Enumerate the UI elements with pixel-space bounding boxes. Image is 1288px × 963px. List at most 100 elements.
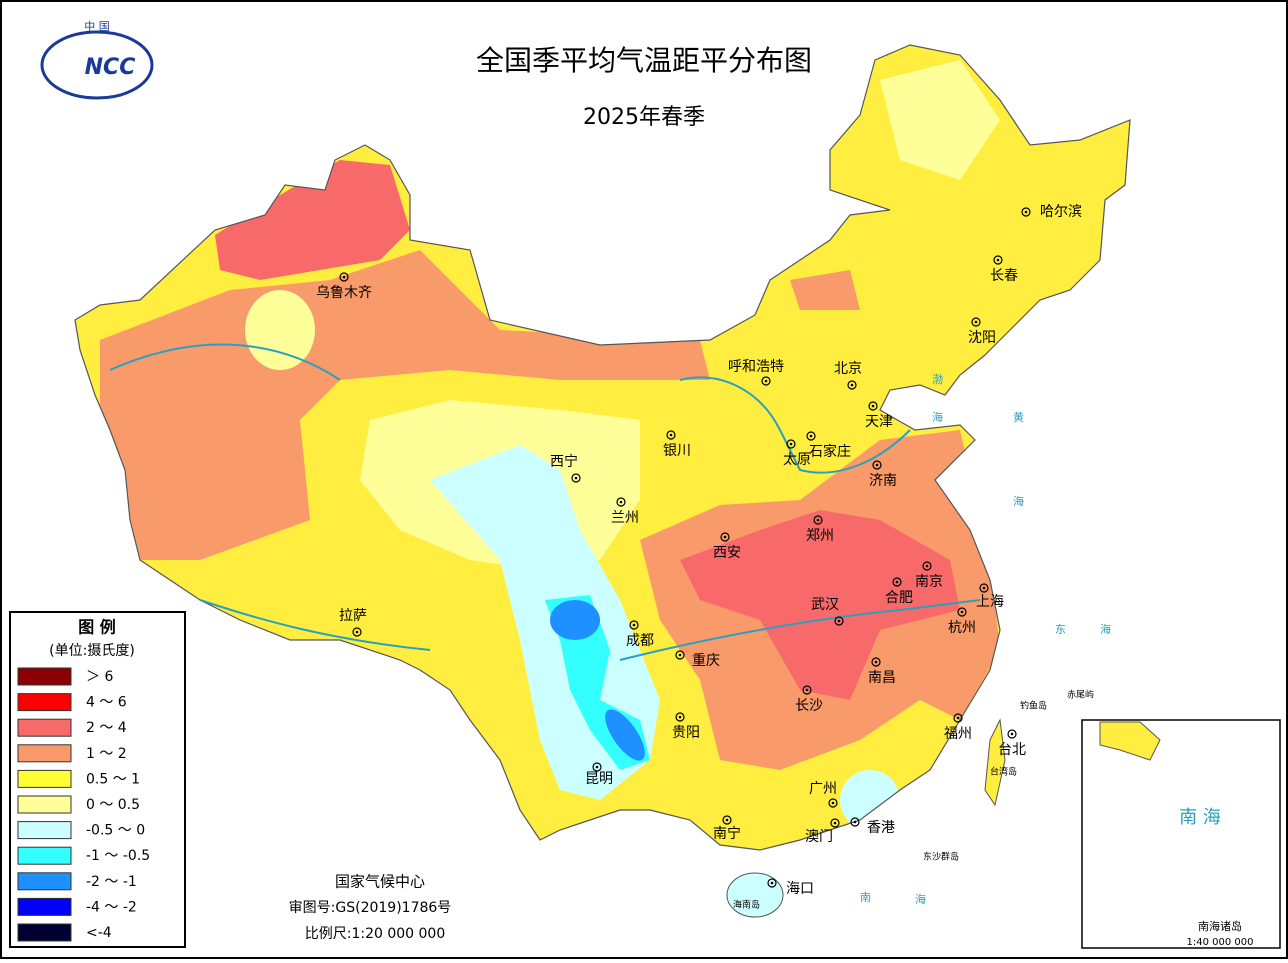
field-b1 xyxy=(550,600,600,640)
city-dot xyxy=(789,442,793,446)
sea-label: 东 xyxy=(1055,623,1066,636)
field-nm xyxy=(790,270,860,310)
city-dot xyxy=(960,610,964,614)
legend-swatch xyxy=(17,795,72,814)
city-label: 南京 xyxy=(915,574,943,590)
legend-label: ＞ 6 xyxy=(86,669,113,685)
city-label: 南宁 xyxy=(713,825,741,842)
legend-swatch xyxy=(17,667,72,686)
city-marker xyxy=(1021,207,1031,217)
city-dot xyxy=(574,476,578,480)
city-marker xyxy=(629,620,639,630)
city-dot xyxy=(678,653,682,657)
field-b2 xyxy=(605,709,645,761)
city-label: 郑州 xyxy=(806,528,834,544)
city-label: 重庆 xyxy=(692,653,720,669)
logo-text: NCC xyxy=(85,55,136,80)
legend-label: 0.5 ～ 1 xyxy=(86,771,140,787)
city-label: 石家庄 xyxy=(809,443,851,460)
legend-swatch xyxy=(17,821,72,840)
city-marker xyxy=(953,713,963,723)
city-marker xyxy=(720,532,730,542)
logo: 中 国 NCC xyxy=(40,20,154,100)
place-label: 赤尾屿 xyxy=(1067,690,1094,701)
place-label: 钓鱼岛 xyxy=(1020,700,1047,712)
city-marker xyxy=(834,616,844,626)
city-marker xyxy=(979,583,989,593)
city-marker xyxy=(761,376,771,386)
city-dot xyxy=(925,564,929,568)
taiwan xyxy=(984,718,1006,807)
hainan xyxy=(726,872,784,918)
field-central xyxy=(680,510,960,700)
logo-top: 中 国 xyxy=(84,20,110,33)
city-marker xyxy=(871,657,881,667)
city-label: 长春 xyxy=(990,268,1018,284)
legend-unit: (单位:摄氏度) xyxy=(49,643,135,659)
city-label: 沈阳 xyxy=(968,330,996,346)
city-label: 太原 xyxy=(783,452,811,468)
legend-label: <-4 xyxy=(86,925,112,941)
city-label: 南昌 xyxy=(868,670,896,686)
city-marker xyxy=(675,712,685,722)
city-marker xyxy=(802,685,812,695)
city-dot xyxy=(837,619,841,623)
city-dot xyxy=(982,586,986,590)
city-label: 昆明 xyxy=(585,771,613,787)
sea-label: 黄 xyxy=(1013,410,1024,424)
city-dot xyxy=(355,630,359,634)
city-dot xyxy=(678,715,682,719)
city-marker xyxy=(830,818,840,828)
city-dot xyxy=(816,518,820,522)
city-dot xyxy=(809,434,813,438)
city-dot xyxy=(723,535,727,539)
city-dot xyxy=(805,688,809,692)
city-marker xyxy=(1007,729,1017,739)
city-marker xyxy=(828,798,838,808)
legend-label: 0 ～ 0.5 xyxy=(86,797,140,813)
city-marker xyxy=(666,430,676,440)
city-dot xyxy=(996,258,1000,262)
sea-label: 海 xyxy=(932,410,943,424)
city-label: 台北 xyxy=(998,742,1026,758)
city-marker xyxy=(339,272,349,282)
city-label: 北京 xyxy=(834,361,862,377)
city-label: 乌鲁木齐 xyxy=(316,285,372,301)
legend-swatch xyxy=(17,923,72,942)
legend-swatch xyxy=(17,718,72,737)
city-dot xyxy=(725,818,729,822)
inset-islands: 南海诸岛 xyxy=(1198,919,1242,933)
city-dot xyxy=(669,433,673,437)
place-label: 海南岛 xyxy=(733,899,760,911)
city-marker xyxy=(922,561,932,571)
footer-org: 国家气候中心 xyxy=(335,873,425,891)
city-marker xyxy=(616,497,626,507)
city-marker xyxy=(957,607,967,617)
city-marker xyxy=(892,577,902,587)
city-label: 天津 xyxy=(865,414,893,430)
city-marker xyxy=(592,762,602,772)
city-label: 济南 xyxy=(869,473,897,489)
inset: 南 海 南海诸岛 1:40 000 000 xyxy=(1081,719,1281,949)
legend-swatch xyxy=(17,846,72,865)
title: 全国季平均气温距平分布图 xyxy=(476,44,812,77)
legend-swatch xyxy=(17,897,72,916)
legend-label: -4 ～ -2 xyxy=(86,899,137,915)
city-dot xyxy=(853,820,857,824)
city-dot xyxy=(895,580,899,584)
city-dot xyxy=(619,500,623,504)
legend-label: -0.5 ～ 0 xyxy=(86,823,145,839)
place-labels: 钓鱼岛 赤尾屿 台湾岛 东沙群岛 海南岛 xyxy=(733,690,1094,911)
city-dot xyxy=(850,383,854,387)
sea-label: 渤 xyxy=(932,373,943,386)
city-label: 拉萨 xyxy=(339,608,367,624)
legend-swatch xyxy=(17,693,72,712)
legend-title: 图 例 xyxy=(78,618,116,637)
city-dot xyxy=(831,801,835,805)
city-marker xyxy=(868,401,878,411)
place-label: 台湾岛 xyxy=(990,766,1017,778)
city-dot xyxy=(342,275,346,279)
legend: 图 例 (单位:摄氏度) ＞ 6 4 ～ 6 2 ～ 4 1 ～ 2 0.5 ～ 1 0 … xyxy=(9,611,186,948)
city-label: 西宁 xyxy=(550,453,578,470)
city-marker xyxy=(806,431,816,441)
